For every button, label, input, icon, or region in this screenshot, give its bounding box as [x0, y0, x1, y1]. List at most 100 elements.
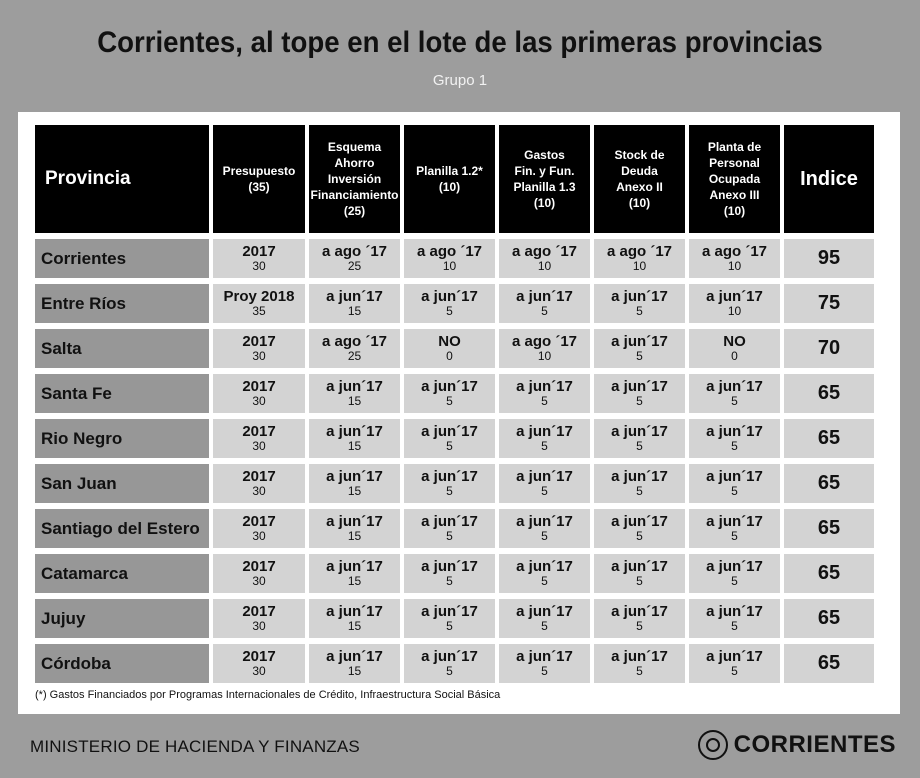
cell-points: 15 — [347, 528, 362, 543]
cell-points: 5 — [636, 528, 643, 543]
table-cell: a jun´17 5 — [594, 509, 685, 548]
table-cell: a jun´17 5 — [499, 464, 590, 503]
table-cell: a jun´17 5 — [594, 644, 685, 683]
cell-points: 5 — [636, 438, 643, 453]
cell-points: 30 — [252, 393, 266, 408]
index-value: 65 — [784, 509, 874, 548]
column-header-line: Deuda — [621, 164, 658, 178]
table-cell: 2017 30 — [213, 509, 305, 548]
cell-status: a jun´17 — [611, 557, 668, 575]
cell-status: a jun´17 — [421, 512, 478, 530]
cell-status: a jun´17 — [516, 557, 573, 575]
cell-points: 0 — [446, 348, 453, 363]
cell-status: a jun´17 — [326, 557, 383, 575]
cell-status: a jun´17 — [611, 647, 668, 665]
column-header: Provincia — [35, 125, 209, 233]
brand-logo: CORRIENTES — [697, 730, 896, 760]
column-header-line: (10) — [723, 204, 746, 218]
table-cell: a jun´17 15 — [309, 284, 400, 323]
column-header-line: (35) — [248, 180, 270, 194]
table-cell: a jun´17 5 — [594, 329, 685, 368]
ministry-name: MINISTERIO DE HACIENDA Y FINANZAS — [30, 737, 360, 756]
table-cell: a jun´17 5 — [689, 599, 780, 638]
cell-status: a jun´17 — [611, 377, 668, 395]
table-cell: a jun´17 5 — [594, 554, 685, 593]
cell-points: 5 — [636, 663, 643, 678]
cell-status: a jun´17 — [611, 422, 668, 440]
cell-points: 25 — [347, 258, 362, 273]
cell-points: 5 — [446, 483, 453, 498]
table-cell: a jun´17 15 — [309, 554, 400, 593]
cell-status: 2017 — [242, 557, 276, 575]
column-header-line: Anexo III — [709, 188, 760, 202]
table-cell: a jun´17 5 — [499, 554, 590, 593]
province-name: Catamarca — [35, 554, 209, 593]
column-header-line: Provincia — [45, 168, 131, 189]
table-cell: a ago ´17 10 — [404, 239, 495, 278]
cell-status: a jun´17 — [706, 377, 763, 395]
table-cell: a jun´17 5 — [404, 419, 495, 458]
column-header-line: Fin. y Fun. — [514, 164, 575, 178]
cell-points: 5 — [731, 483, 738, 498]
table-cell: a jun´17 5 — [499, 284, 590, 323]
column-header-line: Planta de — [707, 140, 762, 154]
table-cell: a jun´17 5 — [689, 644, 780, 683]
cell-status: a ago ´17 — [321, 332, 388, 350]
cell-status: a jun´17 — [611, 512, 668, 530]
cell-points: 5 — [446, 393, 453, 408]
table-cell: a jun´17 5 — [594, 419, 685, 458]
cell-status: 2017 — [242, 377, 276, 395]
column-header: Planilla 1.2* (10) — [404, 125, 495, 233]
cell-status: a jun´17 — [516, 422, 573, 440]
table-cell: 2017 30 — [213, 644, 305, 683]
table-cell: a jun´17 5 — [404, 554, 495, 593]
cell-points: 30 — [252, 483, 266, 498]
cell-status: a jun´17 — [706, 512, 763, 530]
provincial-seal-icon — [697, 730, 728, 760]
cell-status: a jun´17 — [326, 377, 383, 395]
table-cell: a jun´17 15 — [309, 644, 400, 683]
cell-points: 15 — [347, 573, 362, 588]
table-cell: a jun´17 5 — [594, 374, 685, 413]
cell-status: a ago ´17 — [511, 332, 578, 350]
table-cell: a jun´17 5 — [404, 464, 495, 503]
cell-points: 5 — [446, 663, 453, 678]
cell-status: 2017 — [242, 467, 276, 485]
cell-status: a jun´17 — [516, 377, 573, 395]
column-header-line: Planilla 1.3 — [513, 180, 576, 194]
cell-points: 5 — [636, 483, 643, 498]
cell-points: 0 — [731, 348, 738, 363]
cell-points: 10 — [727, 303, 742, 318]
cell-points: 5 — [446, 528, 453, 543]
table-cell: a ago ´17 25 — [309, 329, 400, 368]
cell-status: a jun´17 — [611, 467, 668, 485]
cell-points: 10 — [632, 258, 647, 273]
index-value: 65 — [784, 419, 874, 458]
cell-status: a jun´17 — [421, 287, 478, 305]
cell-status: 2017 — [242, 242, 276, 260]
cell-status: 2017 — [242, 647, 276, 665]
cell-points: 5 — [636, 618, 643, 633]
table-cell: a jun´17 5 — [689, 554, 780, 593]
cell-status: a jun´17 — [706, 557, 763, 575]
cell-status: NO — [438, 332, 461, 350]
cell-status: a jun´17 — [326, 602, 383, 620]
cell-status: a jun´17 — [326, 512, 383, 530]
page-title: Corrientes, al tope en el lote de las pr… — [97, 26, 823, 59]
index-value: 65 — [784, 374, 874, 413]
table-cell: a jun´17 5 — [689, 419, 780, 458]
column-header-line: Financiamiento — [310, 188, 399, 202]
column-header-line: Esquema — [327, 140, 382, 154]
table-panel: Provincia Presupuesto (35) Esquema Ahorro Inv… — [18, 112, 900, 714]
province-name: Santiago del Estero — [35, 509, 209, 548]
column-header-line: Personal — [709, 156, 760, 170]
cell-status: a ago ´17 — [606, 242, 673, 260]
column-header-line: Planilla 1.2* — [416, 164, 483, 178]
province-name: Córdoba — [35, 644, 209, 683]
column-header-line: Gastos — [524, 148, 565, 162]
cell-points: 5 — [541, 573, 548, 588]
province-name: San Juan — [35, 464, 209, 503]
province-name: Santa Fe — [35, 374, 209, 413]
brand-name: CORRIENTES — [733, 731, 896, 758]
province-name: Jujuy — [35, 599, 209, 638]
